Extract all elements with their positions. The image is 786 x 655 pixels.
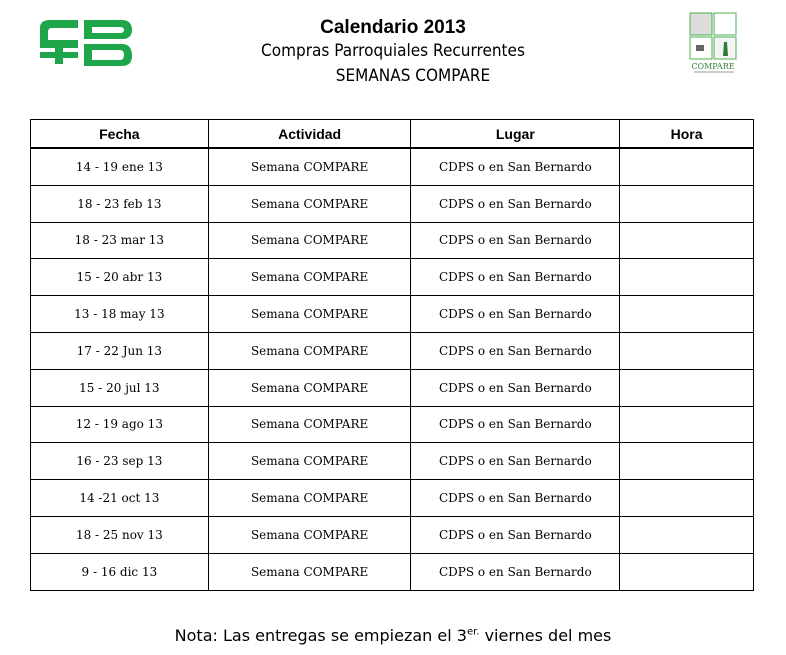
cell-actividad: Semana COMPARE: [207, 479, 412, 517]
cell-actividad: Semana COMPARE: [207, 184, 412, 223]
page-subtitle: Compras Parroquiales Recurrentes: [261, 41, 525, 61]
cell-actividad: Semana COMPARE: [207, 221, 412, 260]
table-row: 12 - 19 ago 13 Semana COMPARE CDPS o en Sa…: [30, 405, 754, 444]
table-row: 13 - 18 may 13 Semana COMPARE CDPS o en Sa…: [30, 295, 754, 333]
cell-hora: [619, 479, 754, 517]
cell-actividad: Semana COMPARE: [207, 368, 412, 407]
cell-lugar: CDPS o en San Bernardo: [410, 184, 621, 223]
cell-lugar: CDPS o en San Bernardo: [410, 331, 621, 370]
cell-actividad: Semana COMPARE: [207, 295, 412, 333]
cell-hora: [619, 147, 754, 186]
cell-actividad: Semana COMPARE: [207, 405, 412, 444]
cell-fecha: 12 - 19 ago 13: [30, 405, 209, 444]
cell-fecha: 14 - 19 ene 13: [30, 147, 209, 186]
cell-fecha: 17 - 22 Jun 13: [30, 331, 209, 370]
cell-actividad: Semana COMPARE: [207, 515, 412, 554]
cb-logo: [38, 18, 134, 68]
cell-lugar: CDPS o en San Bernardo: [410, 515, 621, 554]
svg-text:COMPARE: COMPARE: [691, 62, 734, 71]
cell-hora: [619, 184, 754, 223]
cell-actividad: Semana COMPARE: [207, 147, 412, 186]
cell-actividad: Semana COMPARE: [207, 442, 412, 481]
cell-hora: [619, 405, 754, 444]
cell-fecha: 15 - 20 abr 13: [30, 258, 209, 297]
cell-hora: [619, 295, 754, 333]
column-header-lugar: Lugar: [410, 119, 621, 149]
table-row: 16 - 23 sep 13 Semana COMPARE CDPS o en Sa…: [30, 442, 754, 481]
table-row: 18 - 25 nov 13 Semana COMPARE CDPS o en Sa…: [30, 515, 754, 554]
cell-lugar: CDPS o en San Bernardo: [410, 442, 621, 481]
table-row: 15 - 20 jul 13 Semana COMPARE CDPS o en Sa…: [30, 368, 754, 407]
table-row: 14 - 19 ene 13 Semana COMPARE CDPS o en Sa…: [30, 147, 754, 186]
table-row: 18 - 23 feb 13 Semana COMPARE CDPS o en Sa…: [30, 184, 754, 223]
calendar-table: Fecha Actividad Lugar Hora 14 - 19 ene 1…: [30, 119, 754, 591]
cell-fecha: 13 - 18 may 13: [30, 295, 209, 333]
cell-actividad: Semana COMPARE: [207, 331, 412, 370]
column-header-fecha: Fecha: [30, 119, 209, 149]
cell-lugar: CDPS o en San Bernardo: [410, 258, 621, 297]
table-row: 18 - 23 mar 13 Semana COMPARE CDPS o en Sa…: [30, 221, 754, 260]
cell-hora: [619, 258, 754, 297]
page-subtitle-2: SEMANAS COMPARE: [335, 66, 491, 86]
note-text: Nota: Las entregas se empiezan el 3: [174, 626, 467, 645]
cell-fecha: 18 - 23 mar 13: [30, 221, 209, 260]
table-header-row: Fecha Actividad Lugar Hora: [30, 119, 754, 149]
cell-hora: [619, 221, 754, 260]
cell-hora: [619, 552, 754, 591]
cell-hora: [619, 515, 754, 554]
note-text-end: viernes del mes: [479, 626, 612, 645]
page-title: Calendario 2013: [320, 17, 466, 38]
compare-logo: COMPARE: [688, 12, 740, 76]
cell-hora: [619, 442, 754, 481]
cell-hora: [619, 368, 754, 407]
table-row: 17 - 22 Jun 13 Semana COMPARE CDPS o en Sa…: [30, 331, 754, 370]
cell-fecha: 14 -21 oct 13: [30, 479, 209, 517]
cell-fecha: 15 - 20 jul 13: [30, 368, 209, 407]
table-row: 14 -21 oct 13 Semana COMPARE CDPS o en San…: [30, 479, 754, 517]
cell-lugar: CDPS o en San Bernardo: [410, 552, 621, 591]
cell-hora: [619, 331, 754, 370]
cell-actividad: Semana COMPARE: [207, 552, 412, 591]
table-row: 15 - 20 abr 13 Semana COMPARE CDPS o en Sa…: [30, 258, 754, 297]
cell-lugar: CDPS o en San Bernardo: [410, 405, 621, 444]
table-row: 9 - 16 dic 13 Semana COMPARE CDPS o en San…: [30, 552, 754, 591]
cell-lugar: CDPS o en San Bernardo: [410, 368, 621, 407]
cell-fecha: 9 - 16 dic 13: [30, 552, 209, 591]
cell-fecha: 18 - 23 feb 13: [30, 184, 209, 223]
column-header-actividad: Actividad: [207, 119, 412, 149]
cell-fecha: 16 - 23 sep 13: [30, 442, 209, 481]
footnote: Nota: Las entregas se empiezan el 3er. v…: [0, 626, 786, 645]
cell-actividad: Semana COMPARE: [207, 258, 412, 297]
cell-lugar: CDPS o en San Bernardo: [410, 295, 621, 333]
note-superscript: er.: [466, 626, 480, 638]
column-header-hora: Hora: [619, 119, 754, 149]
cell-lugar: CDPS o en San Bernardo: [410, 147, 621, 186]
cell-lugar: CDPS o en San Bernardo: [410, 479, 621, 517]
cell-fecha: 18 - 25 nov 13: [30, 515, 209, 554]
cell-lugar: CDPS o en San Bernardo: [410, 221, 621, 260]
